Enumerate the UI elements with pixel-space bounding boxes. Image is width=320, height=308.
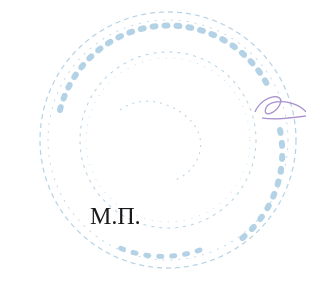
stamp — [40, 12, 296, 268]
stamp-lettering-right — [240, 130, 282, 240]
stamp-center-mark — [120, 101, 201, 180]
stamp-outer-ring-inner — [48, 20, 288, 260]
stamp-area: М.П. — [0, 0, 306, 308]
signature — [255, 97, 306, 119]
signature-underline — [262, 116, 306, 119]
signature-stroke — [255, 97, 306, 114]
page: М.П. (() => { const data = JSON.parse(do… — [0, 0, 306, 308]
stamp-outer-ring — [40, 12, 296, 268]
stamp-place-label: М.П. — [90, 204, 141, 230]
stamp-inner-ring-dots — [86, 58, 250, 222]
stamp-lettering-bottom — [120, 248, 200, 256]
stamp-inner-ring — [80, 52, 256, 228]
